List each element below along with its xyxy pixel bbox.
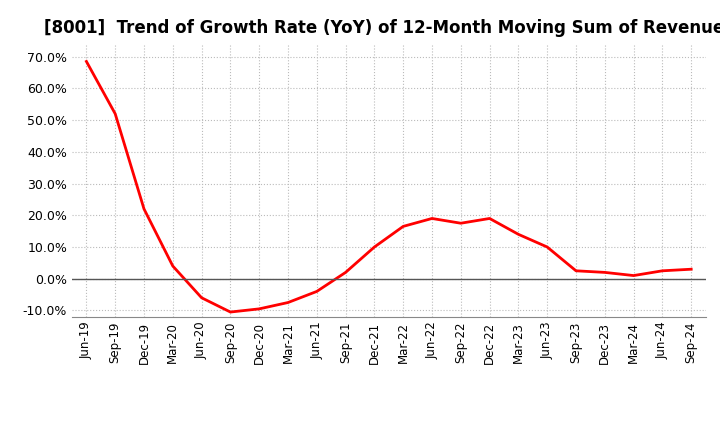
Title: [8001]  Trend of Growth Rate (YoY) of 12-Month Moving Sum of Revenues: [8001] Trend of Growth Rate (YoY) of 12-…	[44, 19, 720, 37]
